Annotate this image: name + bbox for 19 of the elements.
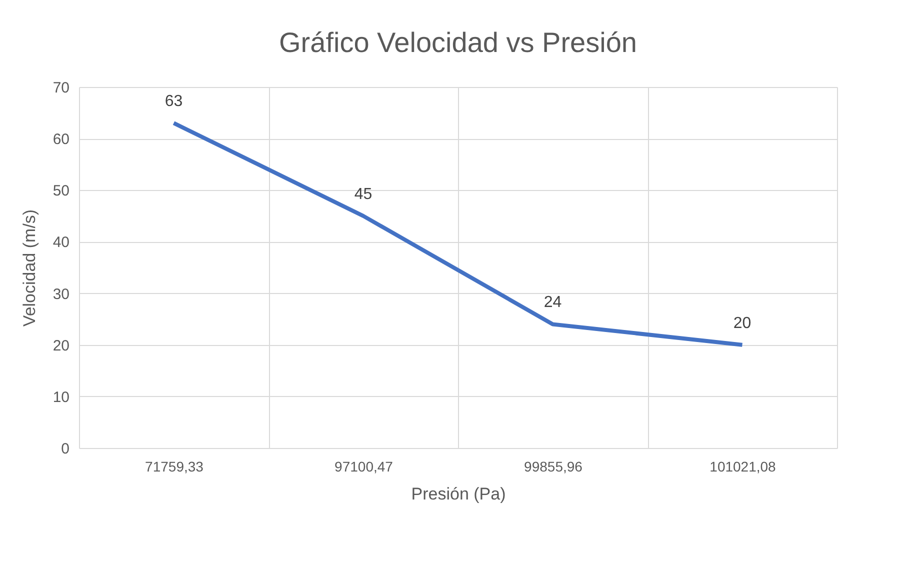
y-tick-label: 60 xyxy=(52,131,70,148)
y-tick-label: 10 xyxy=(52,388,70,406)
y-tick-label: 20 xyxy=(52,337,70,354)
y-tick-label: 50 xyxy=(52,182,70,200)
y-tick-label: 30 xyxy=(52,286,70,303)
data-label: 63 xyxy=(164,93,183,110)
x-tick-label: 97100,47 xyxy=(334,458,394,474)
y-axis-title: Velocidad (m/s) xyxy=(20,209,39,327)
x-tick-label: 71759,33 xyxy=(145,458,204,474)
data-label: 24 xyxy=(544,294,562,312)
x-tick-label: 101021,08 xyxy=(710,458,776,474)
y-tick-label: 70 xyxy=(52,80,70,96)
x-tick-label: 99855,96 xyxy=(524,458,583,474)
data-label: 20 xyxy=(733,314,752,332)
data-label: 45 xyxy=(354,186,372,203)
chart-title: Gráfico Velocidad vs Presión xyxy=(279,27,637,58)
x-axis-title: Presión (Pa) xyxy=(411,484,506,504)
y-tick-label: 0 xyxy=(61,440,70,458)
y-tick-label: 40 xyxy=(52,234,70,252)
